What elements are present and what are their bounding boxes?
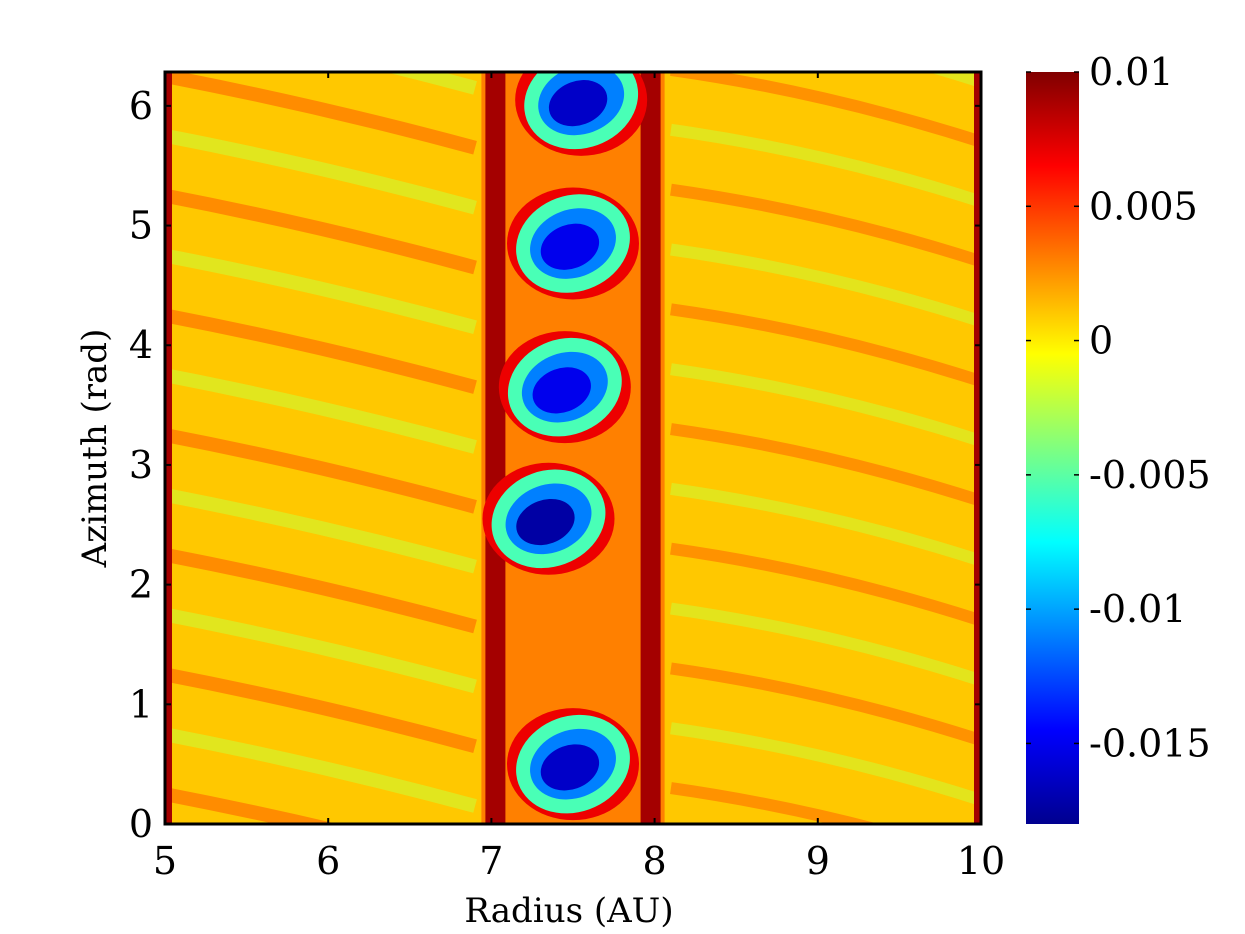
wake-streak-outer [670, 183, 981, 268]
wake-streak-inner [165, 787, 338, 824]
wake-streak-outer [670, 662, 981, 746]
wake-streak-inner [165, 547, 477, 634]
wake-streak-inner [165, 308, 477, 394]
wake-streak-outer [670, 243, 981, 328]
wake-streak-outer [670, 423, 981, 507]
vortex-core [516, 498, 575, 546]
wake-streak-inner [385, 72, 477, 95]
wake-streak-outer [670, 602, 981, 687]
colorbar-tick-label: 0 [1089, 319, 1113, 363]
wake-streak-outer [670, 363, 981, 447]
plot-frame [163, 70, 983, 826]
x-axis-title: Radius (AU) [464, 891, 673, 931]
y-tick-label: 4 [129, 323, 153, 367]
wake-streak-inner [165, 188, 477, 275]
wake-streak-outer [670, 123, 981, 208]
colorbar-tick-label: -0.01 [1089, 587, 1186, 631]
x-tick-label: 9 [806, 839, 830, 883]
wake-streak-inner [165, 667, 477, 753]
colorbar-tick-label: 0.01 [1089, 50, 1174, 94]
y-tick-label: 2 [129, 563, 153, 607]
wake-streak-inner [165, 72, 477, 155]
vortex-core [532, 367, 591, 414]
x-tick-label: 6 [316, 839, 340, 883]
wake-streak-inner [165, 248, 477, 335]
wake-streak-outer [670, 722, 981, 806]
wake-streak-inner [165, 727, 477, 813]
wake-streak-outer [670, 72, 981, 148]
density-field [165, 72, 981, 824]
wake-streak-inner [165, 487, 477, 574]
wake-streak-inner [165, 368, 477, 454]
x-tick-label: 8 [643, 839, 667, 883]
y-tick-label: 1 [129, 682, 153, 726]
x-tick-label: 10 [957, 839, 1005, 883]
y-tick-label: 3 [129, 443, 153, 487]
inner-boundary-edge [165, 72, 172, 824]
vortex-core [540, 744, 600, 791]
wake-streak-inner [165, 607, 477, 694]
colorbar-ticks: 0.01 0.005 0 -0.005 -0.01 -0.015 [1026, 50, 1211, 765]
wake-streak-outer [670, 482, 981, 567]
y-axis-title: Azimuth (rad) [75, 329, 115, 569]
colorbar: 0.01 0.005 0 -0.005 -0.01 -0.015 [1026, 50, 1211, 824]
wake-streak-inner [165, 428, 477, 514]
ring-inner-edge [485, 72, 506, 824]
vortex-core [548, 80, 608, 127]
wake-streak-inner [165, 128, 477, 215]
outer-boundary-edge [974, 72, 981, 824]
y-tick-label: 0 [129, 802, 153, 846]
vortex-core [540, 223, 600, 270]
x-axis: 5 6 7 8 9 10 [153, 72, 1005, 883]
colorbar-strip [1026, 72, 1079, 824]
x-tick-label: 5 [153, 839, 177, 883]
wake-streak-outer [670, 303, 981, 387]
y-tick-label: 6 [129, 84, 153, 128]
wake-streak-outer [670, 542, 981, 627]
colorbar-tick-label: -0.015 [1089, 721, 1211, 765]
colorbar-tick-label: 0.005 [1089, 184, 1198, 228]
plot-area [163, 70, 983, 826]
ring-outer-edge [640, 72, 661, 824]
y-tick-label: 5 [129, 204, 153, 248]
colorbar-tick-label: -0.005 [1089, 453, 1211, 497]
x-tick-label: 7 [479, 839, 503, 883]
y-axis: 0 1 2 3 4 5 6 [129, 84, 981, 846]
wake-streak-outer [670, 782, 880, 824]
